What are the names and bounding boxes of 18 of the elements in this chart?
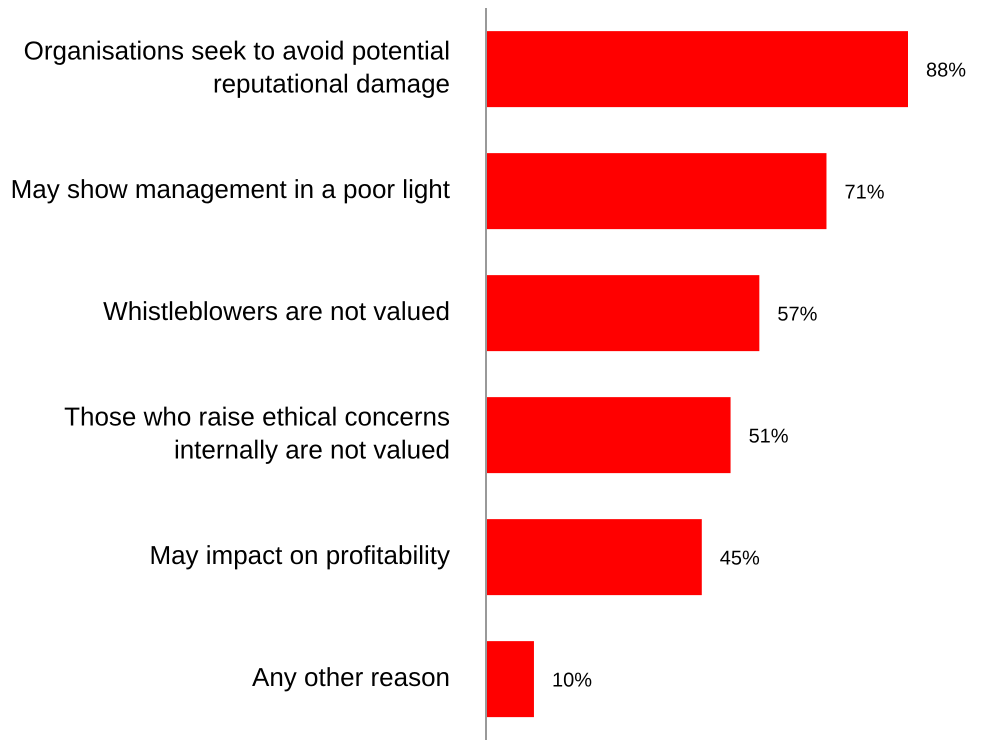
data-label: 88% bbox=[926, 59, 966, 82]
y-tick-label: Any other reason bbox=[252, 662, 450, 692]
data-label: 10% bbox=[552, 669, 592, 692]
bar bbox=[486, 641, 534, 718]
y-tick-label: Those who raise ethical concerns internally are not valued bbox=[64, 401, 450, 464]
data-label: 71% bbox=[844, 181, 885, 204]
y-tick-label: May impact on profitability bbox=[149, 540, 450, 570]
bar bbox=[486, 397, 731, 474]
bar bbox=[486, 153, 826, 230]
bar bbox=[486, 31, 908, 108]
data-label: 57% bbox=[777, 303, 818, 326]
bar bbox=[486, 275, 760, 352]
y-tick-label: Organisations seek to avoid potential reputational damage bbox=[24, 35, 450, 98]
y-tick-label: Whistleblowers are not valued bbox=[103, 296, 450, 326]
bar bbox=[486, 519, 702, 596]
y-tick-label: May show management in a poor light bbox=[10, 174, 451, 204]
data-label: 45% bbox=[720, 547, 760, 570]
data-label: 51% bbox=[748, 425, 789, 448]
